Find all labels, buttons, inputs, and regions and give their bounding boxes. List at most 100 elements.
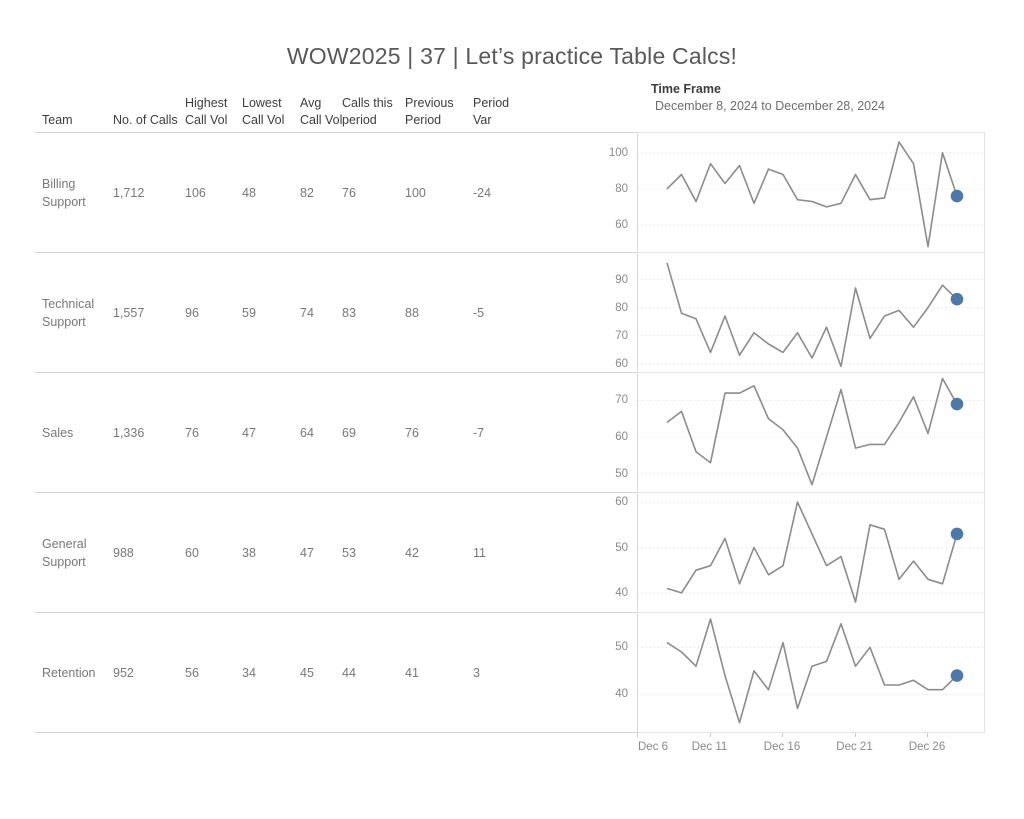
cell-prev: 100: [405, 186, 426, 200]
row-separator: [637, 612, 985, 613]
row-separator: [35, 372, 637, 373]
sparkline-chart[interactable]: [637, 373, 986, 493]
timeframe-range: December 8, 2024 to December 28, 2024: [655, 99, 885, 113]
sparkline-chart[interactable]: [637, 493, 986, 613]
y-axis-tick-label: 100: [608, 146, 628, 159]
last-point-mark[interactable]: [950, 189, 964, 203]
x-axis-tick-label: Dec 26: [908, 741, 946, 753]
row-separator: [637, 492, 985, 493]
row-separator: [637, 252, 985, 253]
column-header-calls: No. of Calls: [113, 113, 178, 127]
cell-low: 47: [242, 426, 256, 440]
cell-avg: 82: [300, 186, 314, 200]
cell-this: 76: [342, 186, 356, 200]
cell-this: 69: [342, 426, 356, 440]
sparkline[interactable]: [666, 501, 958, 603]
table-row[interactable]: Technical Support 1,557 96 59 74 83 88 -5 90 80 70…: [0, 253, 1024, 373]
y-axis-tick-label: 80: [615, 301, 628, 314]
cell-low: 34: [242, 666, 256, 680]
x-axis-tick: [709, 733, 711, 737]
last-point-mark[interactable]: [950, 292, 964, 306]
cell-high: 60: [185, 546, 199, 560]
cell-high: 76: [185, 426, 199, 440]
cell-high: 96: [185, 306, 199, 320]
x-axis-tick: [782, 733, 783, 737]
cell-low: 59: [242, 306, 256, 320]
sparkline[interactable]: [666, 141, 958, 248]
timeframe-label: Time Frame: [651, 82, 721, 96]
last-point-mark[interactable]: [950, 669, 964, 682]
cell-var: -5: [473, 306, 485, 320]
page-title: WOW2025 | 37 | Let’s practice Table Calc…: [286, 43, 738, 69]
row-separator: [35, 492, 637, 493]
y-axis-tick-label: 50: [615, 467, 628, 480]
y-axis-tick-label: 40: [615, 688, 628, 701]
y-axis-tick-label: 70: [615, 329, 628, 342]
cell-high: 106: [185, 186, 206, 200]
team-name: Billing Support: [42, 177, 86, 209]
column-header-this: Calls this period: [342, 96, 393, 127]
cell-this: 83: [342, 306, 356, 320]
x-axis: Dec 6 Dec 11 Dec 16 Dec 21 Dec 26: [637, 733, 985, 763]
cell-var: -24: [473, 186, 492, 200]
column-header-avg: Avg Call Vol: [300, 96, 343, 127]
table-row[interactable]: Billing Support 1,712 106 48 82 76 100 -24 100 80…: [0, 133, 1024, 253]
table-row[interactable]: Sales 1,336 76 47 64 69 76 -7 70 60 50: [0, 373, 1024, 493]
y-axis-tick-label: 50: [615, 641, 628, 654]
x-axis-tick-label: Dec 16: [763, 741, 801, 753]
x-axis-tick: [927, 733, 928, 737]
cell-this: 53: [342, 546, 356, 560]
cell-avg: 45: [300, 666, 314, 680]
row-separator: [637, 372, 985, 373]
sparkline[interactable]: [666, 377, 958, 486]
cell-calls: 952: [113, 666, 134, 680]
cell-high: 56: [185, 666, 199, 680]
cell-prev: 76: [405, 426, 419, 440]
y-axis-tick-label: 90: [615, 273, 628, 286]
row-separator: [35, 252, 637, 253]
column-header-prev: Previous Period: [405, 96, 454, 127]
cell-var: 11: [473, 546, 486, 560]
row-separator: [35, 612, 637, 613]
cell-low: 48: [242, 186, 256, 200]
cell-var: 3: [473, 666, 480, 680]
team-name: Retention: [42, 666, 96, 680]
cell-this: 44: [342, 666, 356, 680]
table-row[interactable]: Retention 952 56 34 45 44 41 3 50 40: [0, 613, 1024, 733]
column-header-var: Period Var: [473, 96, 510, 127]
sparkline[interactable]: [666, 618, 958, 724]
y-axis-tick-label: 70: [615, 394, 628, 407]
column-header-high: Highest Call Vol: [185, 96, 228, 127]
y-axis-tick-label: 60: [615, 218, 628, 231]
timeframe-block: Time Frame December 8, 2024 to December …: [651, 82, 885, 113]
team-name: Sales: [42, 426, 74, 440]
team-name: General Support: [42, 537, 87, 569]
last-point-mark[interactable]: [950, 397, 964, 411]
header-separator: [35, 132, 637, 133]
table-rows: Billing Support 1,712 106 48 82 76 100 -24 100 80…: [0, 133, 1024, 733]
cell-var: -7: [473, 426, 485, 440]
cell-avg: 74: [300, 306, 314, 320]
sparkline-chart[interactable]: [637, 613, 986, 733]
x-axis-tick-label: Dec 21: [836, 741, 873, 753]
x-axis-tick-label: Dec 6: [637, 741, 669, 753]
sparkline-chart[interactable]: [637, 133, 986, 253]
cell-prev: 41: [405, 666, 419, 680]
x-axis-tick: [637, 733, 638, 737]
table-row[interactable]: General Support 988 60 38 47 53 42 11 60 50 40: [0, 493, 1024, 613]
cell-avg: 64: [300, 426, 314, 440]
x-axis-tick: [854, 733, 856, 737]
cell-calls: 1,336: [113, 426, 145, 440]
cell-calls: 988: [113, 546, 134, 560]
row-separator: [637, 732, 985, 733]
cell-calls: 1,712: [113, 186, 145, 200]
column-header-low: Lowest Call Vol: [242, 96, 285, 127]
sparkline-chart[interactable]: [637, 253, 986, 373]
cell-avg: 47: [300, 546, 314, 560]
last-point-mark[interactable]: [950, 527, 964, 541]
y-axis-tick-label: 60: [615, 496, 628, 509]
sparkline[interactable]: [666, 262, 958, 368]
column-headers: Team No. of Calls Highest Call Vol Lowest C…: [0, 0, 1024, 132]
y-axis-tick-label: 80: [615, 182, 628, 195]
y-axis-tick-label: 40: [615, 586, 628, 599]
